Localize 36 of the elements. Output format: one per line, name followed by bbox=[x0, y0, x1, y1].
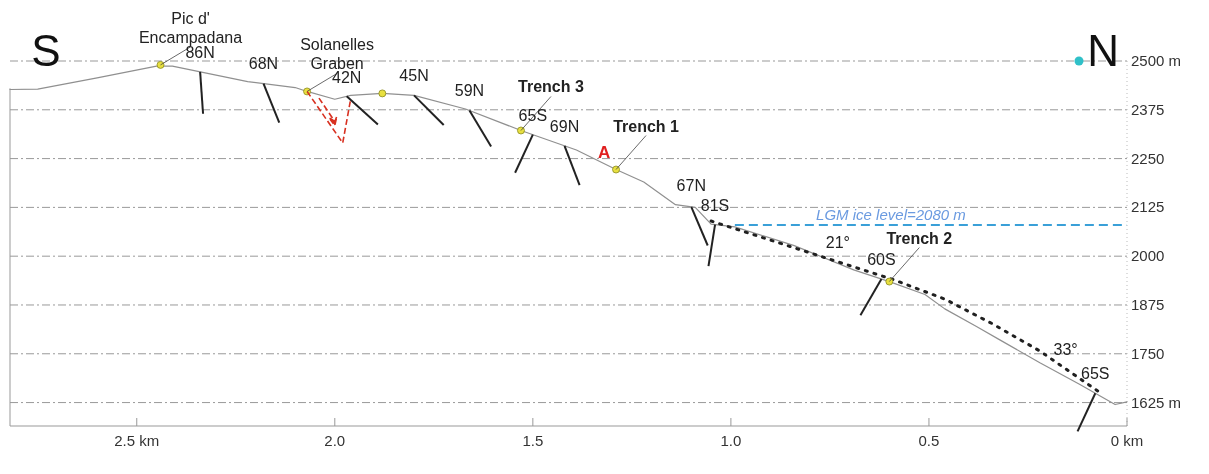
annotation: 45N bbox=[399, 67, 429, 85]
annotation: 42N bbox=[332, 68, 362, 86]
annotation: N bbox=[1087, 26, 1119, 75]
x-tick-label: 0 km bbox=[1110, 432, 1144, 449]
annotation: Trench 2 bbox=[886, 229, 953, 247]
annotation: Trench 1 bbox=[613, 117, 680, 135]
annotation: 81S bbox=[700, 196, 730, 214]
y-tick-label: 1875 bbox=[1131, 295, 1165, 313]
annotation: 60S bbox=[867, 250, 896, 268]
y-tick-label: 1625 m bbox=[1131, 393, 1182, 411]
x-tick-label: 1.5 bbox=[522, 432, 544, 449]
x-tick-label: 2.5 km bbox=[114, 432, 160, 449]
point bbox=[378, 89, 387, 98]
annotation: S bbox=[31, 26, 61, 75]
annotation: 59N bbox=[454, 82, 485, 100]
annotation: 69N bbox=[549, 117, 580, 135]
annotation: 33° bbox=[1053, 341, 1078, 359]
annotation: Pic d' Encampadana bbox=[138, 9, 243, 46]
y-tick-label: 2375 bbox=[1131, 100, 1165, 118]
x-tick-label: 1.0 bbox=[720, 432, 742, 449]
annotation: 68N bbox=[248, 55, 279, 73]
y-tick-label: 2500 m bbox=[1131, 52, 1182, 69]
ref-line-label: LGM ice level=2080 m bbox=[816, 205, 966, 223]
y-tick-label: 2250 bbox=[1131, 149, 1165, 167]
annotation: 21° bbox=[825, 233, 850, 251]
y-tick-label: 2000 bbox=[1131, 247, 1165, 265]
x-tick-label: 0.5 bbox=[918, 432, 940, 449]
annotation: 65S bbox=[518, 106, 548, 124]
x-tick-label: 2.0 bbox=[324, 432, 346, 449]
annotation: Trench 3 bbox=[518, 78, 584, 96]
annotation: A bbox=[597, 142, 611, 162]
annotation: 67N bbox=[676, 177, 706, 195]
y-tick-label: 2125 bbox=[1131, 198, 1165, 216]
point bbox=[156, 61, 165, 69]
y-tick-label: 1750 bbox=[1131, 344, 1165, 362]
annotation: 65S bbox=[1081, 364, 1110, 382]
